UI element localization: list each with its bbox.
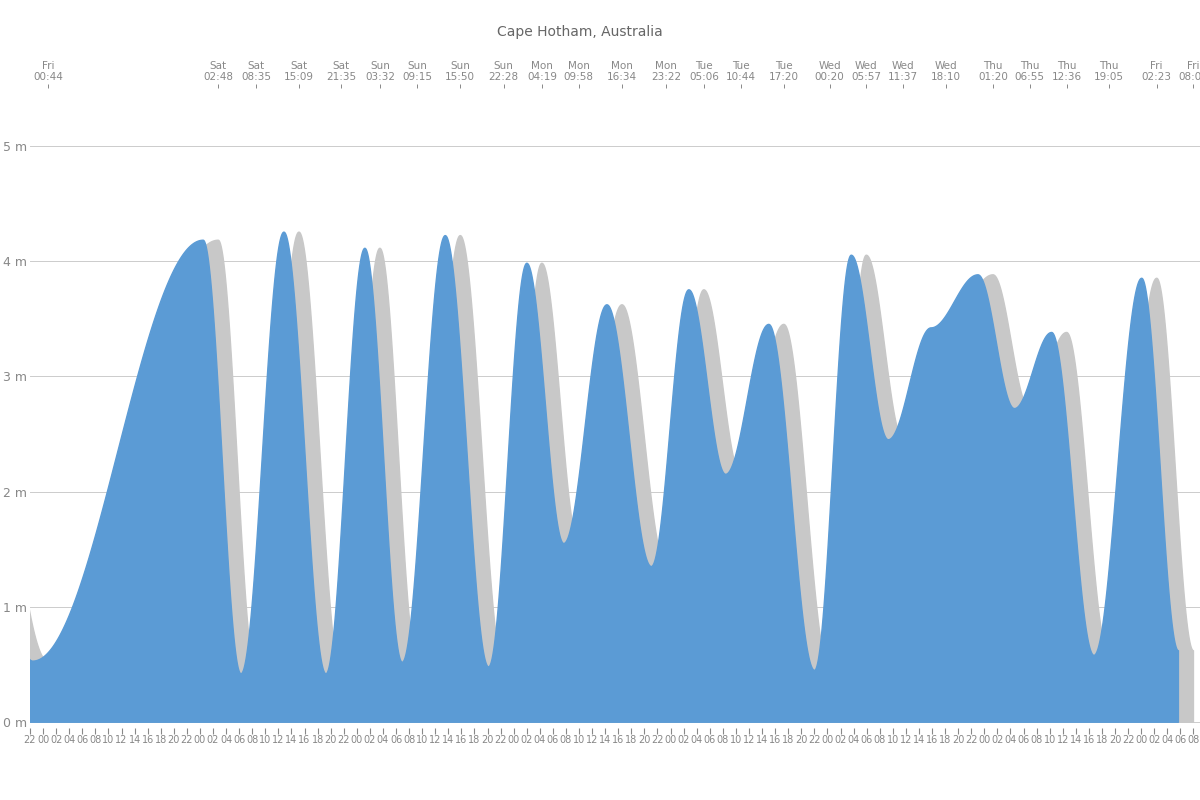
Title: Cape Hotham, Australia: Cape Hotham, Australia <box>497 25 662 39</box>
